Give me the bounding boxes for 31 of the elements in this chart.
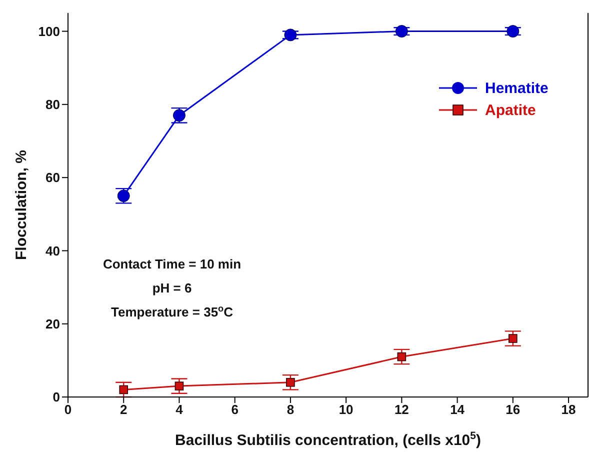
point	[174, 382, 184, 390]
point	[397, 352, 406, 362]
x-tick-label: 16	[506, 402, 520, 418]
x-tick-label: 18	[561, 402, 576, 418]
y-tick-label: 80	[46, 97, 60, 112]
annotation: pH = 6	[152, 280, 192, 296]
point	[395, 25, 408, 38]
y-tick-label: 20	[46, 316, 60, 332]
point	[508, 334, 518, 343]
x-axis-title: Bacillus Subtilis concentration, (cells x10$^{5}$)	[175, 430, 481, 449]
y-tick-label: 100	[38, 24, 60, 39]
x-tick-label: 10	[338, 402, 354, 418]
point	[284, 28, 297, 42]
point	[286, 378, 295, 387]
point	[119, 385, 128, 394]
x-tick-label: 4	[176, 402, 184, 418]
x-tick-label: 8	[286, 402, 294, 418]
y-tick-label: 60	[46, 170, 60, 186]
x-tick-label: 2	[120, 402, 128, 418]
point	[506, 25, 520, 38]
x-tick-label: 14	[450, 402, 466, 418]
legend-label: Hematite	[485, 80, 548, 97]
x-tick-label: 0	[64, 402, 72, 418]
y-axis-title: Flocculation, %	[13, 150, 30, 260]
y-tick-label: 0	[52, 390, 60, 405]
x-tick-label: 6	[231, 402, 238, 418]
legend-label: Apatite	[485, 102, 536, 119]
annotation: Contact Time = 10 min	[102, 256, 242, 272]
x-tick-label: 12	[394, 402, 409, 418]
annotation: Temperature = 35$^{o}$C	[110, 303, 234, 320]
y-tick-label: 40	[46, 243, 60, 258]
